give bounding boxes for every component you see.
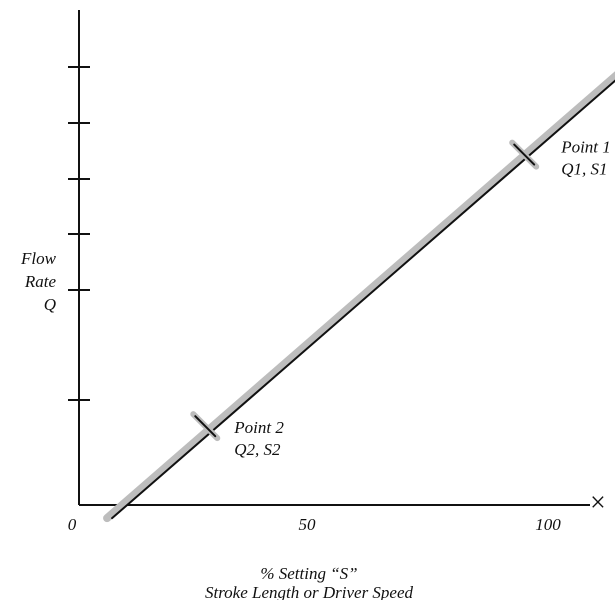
- point-2-label-line-1: Point 2: [233, 418, 284, 437]
- point-2: Point 2 Q2, S2: [190, 411, 284, 459]
- point-2-label-line-2: Q2, S2: [234, 440, 281, 459]
- x-axis-label-line-1: % Setting “S”: [260, 564, 357, 583]
- point-1: Point 1 Q1, S1: [509, 138, 611, 179]
- series-shadow-1: [103, 71, 615, 523]
- y-axis-label-line-3: Q: [44, 295, 56, 314]
- point-1-label-line-2: Q1, S1: [561, 160, 607, 179]
- x-tick-label-50: 50: [299, 515, 317, 534]
- y-ticks: [68, 66, 90, 401]
- series-layer: [103, 71, 615, 523]
- x-axis-end-marker: ×: [590, 487, 606, 518]
- annotations-layer: Point 1 Q1, S1 Point 2 Q2, S2: [190, 138, 611, 459]
- x-tick-label-0: 0: [68, 515, 77, 534]
- point-1-label-line-1: Point 1: [560, 138, 611, 157]
- y-axis-label-line-1: Flow: [20, 249, 57, 268]
- y-axis-label: Flow Rate Q: [20, 249, 57, 314]
- point-1-marker: [513, 143, 536, 166]
- y-axis-label-line-2: Rate: [24, 272, 57, 291]
- series-line-1: [111, 79, 615, 520]
- point-2-marker: [194, 415, 217, 438]
- x-axis-label: % Setting “S” Stroke Length or Driver Sp…: [205, 564, 414, 600]
- x-tick-labels: 0 50 100: [68, 515, 562, 534]
- x-axis-label-line-2: Stroke Length or Driver Speed: [205, 583, 414, 600]
- x-tick-label-100: 100: [535, 515, 561, 534]
- plot-area: × 0 50 100 Flow Rate Q % Setting “S” Str…: [20, 10, 615, 600]
